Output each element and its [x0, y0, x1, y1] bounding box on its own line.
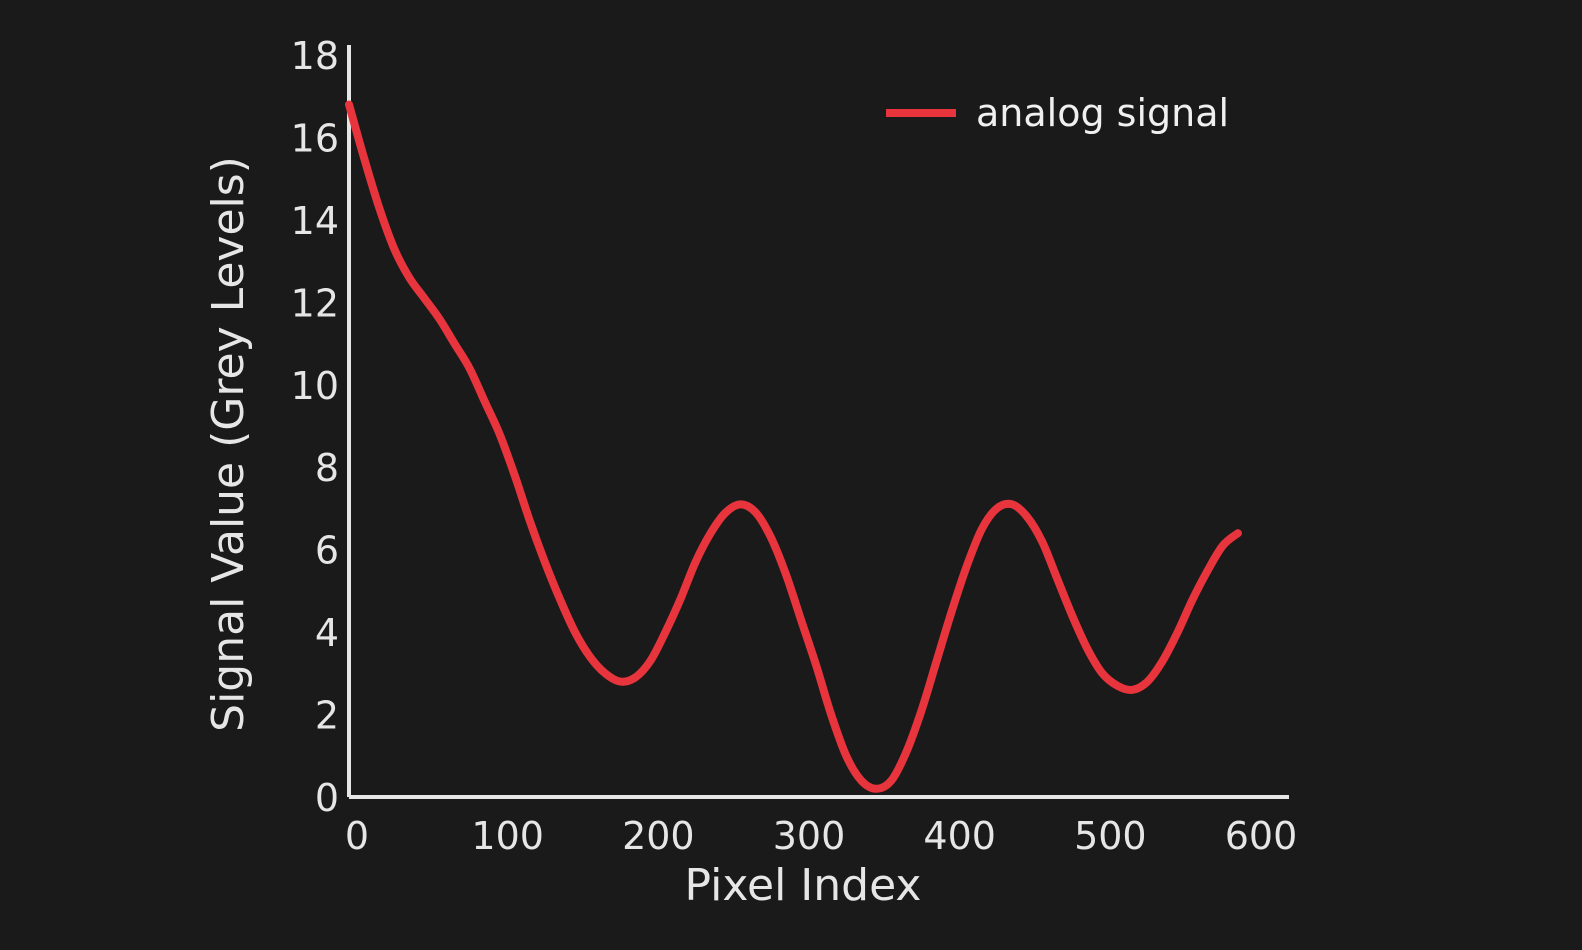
x-tick-label: 600 [1225, 814, 1298, 858]
y-tick-label: 10 [291, 364, 339, 408]
x-tick-label: 500 [1074, 814, 1147, 858]
y-axis-label: Signal Value (Grey Levels) [203, 156, 254, 732]
series-layer [345, 100, 1242, 793]
y-tick-label: 12 [291, 281, 339, 325]
x-tick-label: 0 [345, 814, 369, 858]
x-axis-ticks: 0 100 200 300 400 500 600 [345, 814, 1297, 858]
y-tick-label: 16 [291, 116, 339, 160]
y-tick-label: 2 [315, 694, 339, 738]
y-tick-label: 6 [315, 529, 339, 573]
y-tick-label: 18 [291, 34, 339, 78]
x-axis-label: Pixel Index [685, 860, 922, 911]
series-line-analog-signal [345, 100, 1242, 793]
legend-label-analog-signal: analog signal [976, 91, 1229, 135]
y-tick-label: 0 [315, 776, 339, 820]
x-tick-label: 300 [773, 814, 846, 858]
y-tick-label: 4 [315, 611, 339, 655]
y-tick-label: 8 [315, 446, 339, 490]
y-tick-label: 14 [291, 199, 339, 243]
x-tick-label: 400 [923, 814, 996, 858]
legend: analog signal [886, 91, 1229, 135]
y-axis-ticks: 0 2 4 6 8 10 12 14 16 18 [291, 34, 339, 820]
x-tick-label: 200 [622, 814, 695, 858]
x-tick-label: 100 [471, 814, 544, 858]
